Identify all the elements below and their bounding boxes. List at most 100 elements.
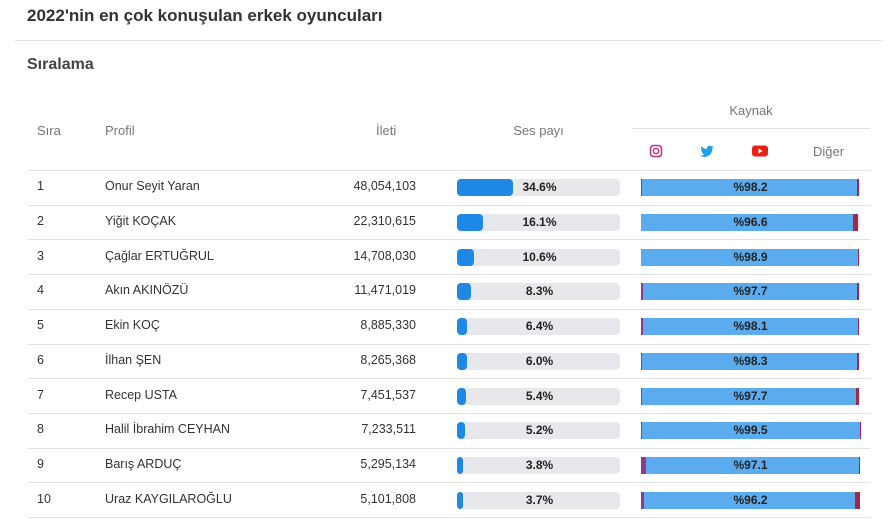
rank: 6 (37, 352, 44, 367)
source-label: %98.3 (733, 353, 768, 368)
share-bar (457, 491, 464, 509)
instagram-segment (641, 283, 644, 301)
divider (28, 412, 870, 414)
twitter-segment (642, 352, 858, 370)
share-track (457, 318, 620, 336)
post-count: 48,054,103 (353, 179, 416, 194)
divider (28, 239, 870, 241)
col-header: Profil (105, 123, 135, 138)
post-count: 7,451,537 (360, 387, 416, 402)
share-bar (457, 422, 466, 440)
divider (15, 40, 883, 41)
divider (28, 378, 870, 380)
share-bar (457, 248, 475, 266)
twitter-segment (641, 214, 853, 232)
share-track (457, 352, 620, 370)
rank: 3 (37, 248, 44, 263)
col-header: İleti (376, 123, 397, 138)
youtube-icon (752, 145, 768, 157)
post-count: 5,101,808 (360, 491, 416, 506)
post-count: 14,708,030 (353, 248, 416, 263)
twitter-segment (641, 179, 857, 197)
source-label: %99.5 (733, 423, 768, 438)
source-label: %98.1 (733, 319, 768, 334)
source-label: %96.2 (733, 492, 768, 507)
post-count: 11,471,019 (354, 283, 416, 298)
divider (632, 128, 870, 129)
instagram-segment (641, 387, 643, 405)
rank: 2 (37, 214, 44, 229)
post-count: 7,233,511 (361, 422, 416, 437)
page-title: 2022'nin en çok konuşulan erkek oyuncula… (27, 6, 383, 25)
twitter-segment (642, 387, 857, 405)
twitter-icon (700, 145, 714, 157)
profile-name: Barış ARDUÇ (105, 456, 182, 471)
youtube-segment (858, 318, 860, 336)
divider (28, 170, 870, 171)
share-label: 6.4% (525, 319, 554, 334)
profile-name: Halil İbrahim CEYHAN (105, 422, 231, 437)
rank: 8 (37, 422, 44, 437)
divider (28, 343, 870, 345)
share-track (457, 456, 620, 474)
profile-name: İlhan ŞEN (105, 352, 162, 367)
instagram-segment (641, 318, 644, 336)
share-bar (457, 283, 471, 301)
instagram-icon (649, 144, 663, 158)
post-count: 5,295,134 (360, 456, 416, 471)
divider (28, 204, 870, 206)
profile-name: Uraz KAYGILAROĞLU (105, 491, 232, 506)
divider (28, 482, 870, 484)
rank: 9 (37, 456, 44, 471)
instagram-segment (641, 179, 642, 197)
share-track (457, 214, 620, 232)
instagram-segment (641, 352, 643, 370)
share-track (457, 422, 620, 440)
col-header: Diğer (813, 144, 845, 159)
share-label: 10.6% (522, 249, 557, 264)
col-header: Kaynak (729, 103, 773, 118)
rank: 7 (37, 387, 44, 402)
youtube-segment (857, 283, 860, 301)
source-label: %97.7 (733, 284, 768, 299)
youtube-segment (859, 456, 860, 474)
share-label: 6.0% (525, 353, 554, 368)
share-bar (457, 387, 466, 405)
instagram-segment (641, 422, 642, 440)
profile-name: Ekin KOÇ (105, 318, 160, 333)
share-label: 5.2% (525, 423, 554, 438)
youtube-segment (852, 214, 859, 232)
share-label: 34.6% (522, 180, 557, 195)
rank: 4 (37, 283, 44, 298)
col-header: Sıra (37, 123, 61, 138)
twitter-segment (643, 283, 858, 301)
profile-name: Akın AKINÖZÜ (105, 283, 189, 298)
share-bar (457, 179, 514, 197)
share-label: 16.1% (522, 215, 557, 230)
share-bar (457, 214, 484, 232)
share-label: 5.4% (525, 388, 554, 403)
post-count: 8,885,330 (360, 318, 416, 333)
section-title: Sıralama (27, 56, 94, 73)
youtube-segment (856, 179, 859, 197)
twitter-segment (641, 422, 860, 440)
profile-name: Onur Seyit Yaran (105, 179, 200, 194)
share-bar (457, 456, 464, 474)
instagram-segment (641, 456, 647, 474)
youtube-segment (858, 248, 860, 266)
share-track (457, 387, 620, 405)
profile-name: Recep USTA (105, 387, 178, 402)
share-bar (457, 318, 468, 336)
twitter-segment (646, 456, 860, 474)
share-track (457, 491, 620, 509)
profile-name: Yiğit KOÇAK (105, 214, 177, 229)
twitter-segment (644, 491, 855, 509)
share-bar (457, 352, 467, 370)
twitter-segment (641, 248, 859, 266)
source-label: %97.1 (733, 457, 768, 472)
instagram-segment (641, 491, 645, 509)
source-label: %96.6 (733, 215, 768, 230)
source-label: %97.7 (733, 388, 768, 403)
col-header: Ses payı (513, 123, 564, 138)
